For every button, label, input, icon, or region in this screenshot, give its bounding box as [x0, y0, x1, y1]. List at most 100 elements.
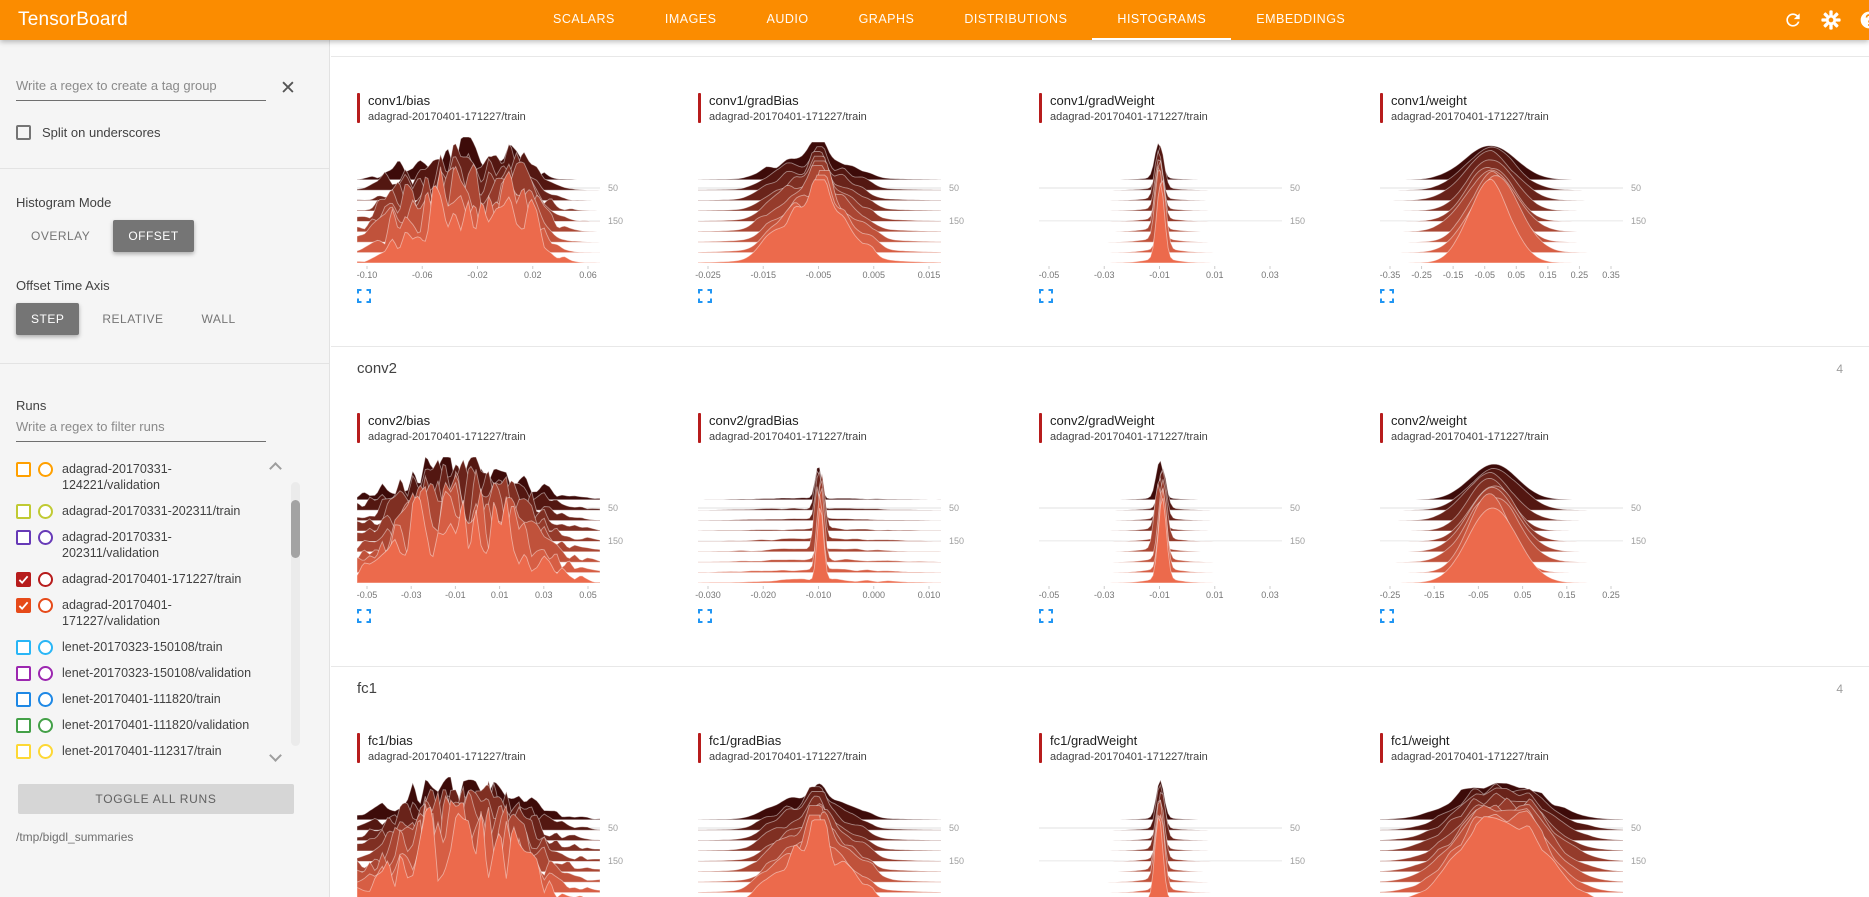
tab-scalars[interactable]: SCALARS: [553, 12, 615, 26]
run-checkbox[interactable]: [16, 718, 31, 733]
expand-icon[interactable]: [1380, 609, 1396, 628]
histogram-card: conv1/gradBias adagrad-20170401-171227/tr…: [695, 93, 1039, 308]
expand-icon[interactable]: [698, 609, 714, 628]
run-item[interactable]: adagrad-20170401-171227/train: [16, 566, 316, 592]
run-checkbox[interactable]: [16, 666, 31, 681]
toggle-all-runs-button[interactable]: TOGGLE ALL RUNS: [18, 784, 294, 814]
histogram-chart[interactable]: 50 150 -0.05 -0.03 -0.01 0.01 0.03: [1039, 133, 1339, 283]
run-color-bar: [698, 413, 701, 443]
expand-icon[interactable]: [1380, 289, 1396, 308]
expand-icon[interactable]: [357, 609, 373, 628]
run-radio[interactable]: [38, 666, 53, 681]
expand-icon[interactable]: [698, 289, 714, 308]
tab-histograms[interactable]: HISTOGRAMS: [1092, 0, 1232, 40]
histogram-chart[interactable]: 50 150: [1379, 773, 1680, 897]
run-radio[interactable]: [38, 504, 53, 519]
histogram-run-subtitle: adagrad-20170401-171227/train: [1050, 431, 1208, 443]
run-checkbox[interactable]: [16, 462, 31, 477]
run-radio[interactable]: [38, 530, 53, 545]
svg-text:-0.05: -0.05: [1468, 590, 1489, 600]
histogram-chart[interactable]: 50 150: [356, 773, 657, 897]
run-checkbox[interactable]: [16, 744, 31, 759]
sections: conv1/bias adagrad-20170401-171227/train 5…: [331, 56, 1869, 897]
tab-audio[interactable]: AUDIO: [766, 12, 809, 26]
offset-button[interactable]: OFFSET: [113, 220, 194, 252]
relative-button[interactable]: RELATIVE: [87, 303, 178, 335]
overlay-button[interactable]: OVERLAY: [16, 220, 105, 252]
run-radio[interactable]: [38, 598, 53, 613]
svg-text:0.25: 0.25: [1602, 590, 1620, 600]
svg-text:0.05: 0.05: [1508, 270, 1526, 280]
run-radio[interactable]: [38, 718, 53, 733]
run-item[interactable]: lenet-20170323-150108/validation: [16, 660, 316, 686]
section-count: 4: [1836, 361, 1843, 376]
run-radio[interactable]: [38, 744, 53, 759]
step-button[interactable]: STEP: [16, 303, 80, 335]
run-color-bar: [698, 93, 701, 123]
expand-icon[interactable]: [357, 289, 373, 308]
svg-text:0.35: 0.35: [1602, 270, 1620, 280]
section-header-fc1[interactable]: fc1 4: [331, 666, 1869, 697]
histogram-chart[interactable]: 50 150: [697, 773, 998, 897]
svg-text:150: 150: [1290, 216, 1305, 226]
tab-embeddings[interactable]: EMBEDDINGS: [1256, 12, 1346, 26]
expand-icon[interactable]: [1039, 609, 1055, 628]
tab-graphs[interactable]: GRAPHS: [858, 12, 915, 26]
run-checkbox[interactable]: [16, 572, 31, 587]
settings-gear-icon[interactable]: [1821, 10, 1841, 30]
run-radio[interactable]: [38, 692, 53, 707]
svg-text:50: 50: [949, 183, 959, 193]
refresh-icon[interactable]: [1783, 10, 1803, 30]
run-radio[interactable]: [38, 640, 53, 655]
run-checkbox[interactable]: [16, 598, 31, 613]
svg-text:-0.03: -0.03: [1094, 590, 1115, 600]
histogram-chart[interactable]: 50 150 -0.05 -0.03 -0.01 0.01 0.03 0.05: [356, 453, 657, 603]
offset-time-axis-label: Offset Time Axis: [16, 278, 110, 293]
svg-text:50: 50: [949, 823, 959, 833]
histogram-chart[interactable]: 50 150 -0.025 -0.015 -0.005 0.005 0.015: [695, 133, 998, 283]
run-checkbox[interactable]: [16, 692, 31, 707]
run-item[interactable]: lenet-20170401-111820/train: [16, 686, 316, 712]
run-item[interactable]: adagrad-20170331-202311/validation: [16, 524, 316, 566]
svg-text:0.03: 0.03: [535, 590, 553, 600]
run-radio[interactable]: [38, 462, 53, 477]
histogram-chart[interactable]: 50 150 -0.05 -0.03 -0.01 0.01 0.03: [1039, 453, 1339, 603]
run-radio[interactable]: [38, 572, 53, 587]
close-icon[interactable]: ✕: [280, 78, 296, 99]
wall-button[interactable]: WALL: [186, 303, 250, 335]
histogram-run-subtitle: adagrad-20170401-171227/train: [368, 751, 526, 763]
expand-icon[interactable]: [1039, 289, 1055, 308]
run-item[interactable]: adagrad-20170331-124221/validation: [16, 456, 316, 498]
help-icon[interactable]: [1859, 10, 1869, 30]
svg-text:0.01: 0.01: [1206, 270, 1224, 280]
split-underscores-label: Split on underscores: [42, 125, 161, 140]
histogram-chart[interactable]: 50 150 -0.25 -0.15 -0.05 0.05 0.15 0.25: [1380, 453, 1680, 603]
run-color-bar: [1380, 733, 1383, 763]
histogram-chart[interactable]: 50 150 -0.35 -0.25 -0.15 -0.05 0.05 0.15 0.25 0.3…: [1380, 133, 1680, 283]
svg-text:150: 150: [608, 536, 623, 546]
histogram-chart[interactable]: 50 150 -0.10 -0.06 -0.02 0.02 0.06: [356, 133, 657, 283]
split-underscores-checkbox[interactable]: Split on underscores: [16, 125, 313, 140]
run-item[interactable]: adagrad-20170401-171227/validation: [16, 592, 316, 634]
run-checkbox[interactable]: [16, 640, 31, 655]
tag-regex-input[interactable]: [16, 74, 266, 101]
svg-text:150: 150: [608, 856, 623, 866]
tab-images[interactable]: IMAGES: [664, 12, 717, 26]
run-color-bar: [357, 413, 360, 443]
run-checkbox[interactable]: [16, 530, 31, 545]
svg-text:50: 50: [608, 823, 618, 833]
section-header-conv2[interactable]: conv2 4: [331, 346, 1869, 377]
run-item[interactable]: lenet-20170323-150108/train: [16, 634, 316, 660]
scrollbar-thumb[interactable]: [291, 500, 300, 558]
run-item[interactable]: lenet-20170401-111820/validation: [16, 712, 316, 738]
run-item[interactable]: adagrad-20170331-202311/train: [16, 498, 316, 524]
run-checkbox[interactable]: [16, 504, 31, 519]
histogram-card: conv1/bias adagrad-20170401-171227/train 5…: [356, 93, 698, 308]
svg-text:-0.06: -0.06: [412, 270, 433, 280]
tab-distributions[interactable]: DISTRIBUTIONS: [964, 12, 1068, 26]
run-item[interactable]: lenet-20170401-112317/train: [16, 738, 316, 764]
checkbox-icon: [16, 125, 31, 140]
histogram-chart[interactable]: 50 150: [1039, 773, 1339, 897]
histogram-chart[interactable]: 50 150 -0.030 -0.020 -0.010 0.000 0.010: [695, 453, 998, 603]
runs-filter-input[interactable]: [16, 415, 266, 442]
